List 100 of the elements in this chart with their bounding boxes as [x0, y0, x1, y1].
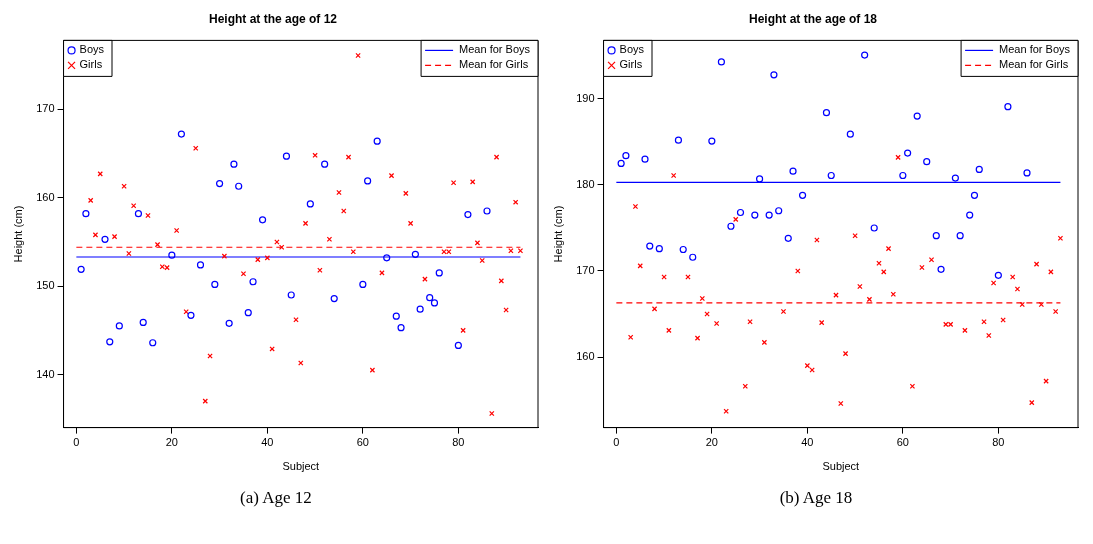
point — [211, 280, 219, 288]
point — [426, 294, 434, 302]
chart-title: Height at the age of 12 — [208, 11, 338, 26]
point — [1057, 235, 1064, 242]
point — [154, 241, 161, 248]
x-tick-label: 0 — [73, 436, 80, 449]
x-tick-label: 60 — [356, 436, 369, 449]
point — [770, 71, 778, 79]
point — [852, 233, 858, 239]
point — [761, 339, 768, 346]
point — [364, 177, 372, 185]
point — [293, 317, 299, 323]
point — [651, 306, 658, 312]
legend-label: Mean for Boys — [459, 43, 531, 56]
point — [430, 299, 439, 307]
point — [115, 322, 123, 330]
point — [145, 212, 151, 219]
point — [92, 232, 99, 238]
point — [899, 171, 907, 180]
point — [842, 350, 849, 357]
point — [1023, 169, 1031, 177]
point — [986, 332, 992, 339]
point — [694, 335, 701, 341]
point — [230, 160, 238, 168]
x-tick-label: 0 — [613, 436, 620, 449]
point — [287, 291, 295, 299]
point — [708, 137, 716, 145]
point — [255, 256, 261, 263]
y-axis-title: Height (cm) — [11, 205, 24, 263]
point — [904, 149, 912, 157]
legend-label: Mean for Boys — [999, 43, 1071, 56]
point — [196, 261, 205, 269]
point — [392, 312, 400, 320]
point — [717, 58, 725, 66]
chart-title: Height at the age of 18 — [748, 11, 878, 26]
point — [97, 171, 103, 177]
point — [149, 339, 157, 347]
point — [632, 203, 639, 210]
point — [798, 191, 807, 199]
point — [450, 180, 457, 186]
point — [111, 233, 118, 240]
point — [641, 155, 649, 163]
y-tick-label: 180 — [576, 177, 595, 190]
point — [775, 207, 783, 215]
point — [994, 271, 1002, 279]
legend-label: Boys — [619, 43, 645, 56]
point — [885, 245, 892, 252]
y-tick-label: 160 — [36, 190, 55, 203]
point — [474, 240, 481, 246]
point — [446, 248, 452, 255]
point — [498, 278, 505, 284]
point — [699, 295, 706, 302]
point — [866, 296, 873, 303]
point — [77, 265, 85, 273]
point — [919, 264, 925, 271]
point — [225, 319, 233, 327]
point — [679, 245, 687, 254]
point — [216, 180, 224, 188]
point — [483, 207, 491, 215]
point — [670, 172, 677, 179]
point — [747, 319, 753, 325]
point — [345, 154, 352, 160]
y-tick-label: 150 — [36, 279, 55, 292]
x-tick-label: 20 — [165, 436, 178, 449]
text: (b) Age 18 — [779, 488, 853, 508]
point — [713, 320, 720, 327]
y-tick-label: 190 — [576, 91, 595, 104]
point — [177, 130, 185, 138]
text: (a) Age 12 — [240, 488, 312, 508]
point — [932, 232, 940, 240]
point — [336, 189, 342, 196]
point — [909, 383, 916, 390]
point — [928, 257, 935, 263]
point — [795, 268, 801, 274]
point — [435, 269, 443, 277]
y-tick-label: 170 — [576, 264, 595, 277]
point — [173, 227, 180, 234]
point — [407, 220, 414, 227]
legend-label: Mean for Girls — [999, 58, 1069, 71]
point — [943, 321, 949, 328]
legend-label: Mean for Girls — [459, 58, 529, 71]
point — [258, 216, 267, 224]
point — [937, 265, 945, 273]
point — [321, 160, 329, 168]
point — [126, 250, 132, 257]
point — [966, 211, 974, 219]
point — [756, 175, 764, 183]
point — [622, 152, 630, 160]
x-tick-label: 80 — [452, 436, 465, 449]
point — [202, 398, 208, 404]
point — [298, 360, 304, 366]
point — [383, 254, 391, 262]
point — [913, 112, 921, 120]
point — [666, 327, 672, 334]
point — [975, 165, 983, 174]
point — [441, 248, 447, 255]
point — [1033, 261, 1040, 267]
point — [1009, 274, 1016, 280]
point — [876, 260, 882, 266]
point — [822, 109, 831, 117]
